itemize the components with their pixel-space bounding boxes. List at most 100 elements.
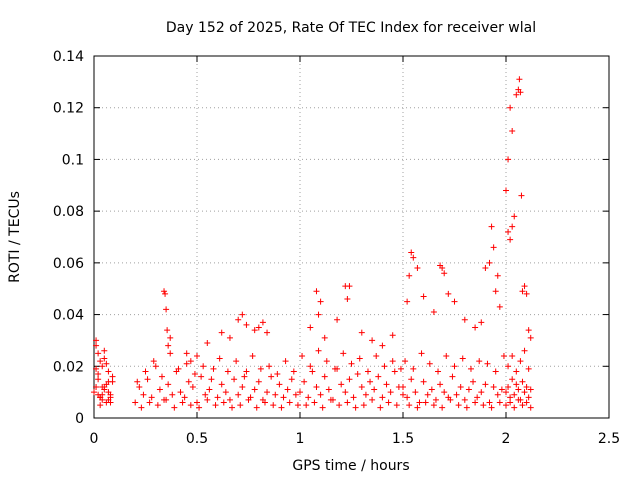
data-point xyxy=(138,404,145,411)
data-point xyxy=(191,371,198,378)
data-point xyxy=(169,391,176,398)
data-point xyxy=(515,386,522,393)
data-point xyxy=(148,394,155,401)
data-point xyxy=(461,316,468,323)
data-point xyxy=(332,365,339,372)
data-point xyxy=(474,394,481,401)
data-point xyxy=(430,402,437,409)
chart-title: Day 152 of 2025, Rate Of TEC Index for r… xyxy=(166,20,536,36)
data-point xyxy=(439,404,446,411)
data-point xyxy=(282,358,289,365)
data-point xyxy=(488,404,495,411)
data-point xyxy=(327,396,334,403)
data-point xyxy=(93,342,100,349)
data-point xyxy=(467,365,474,372)
data-point xyxy=(99,396,106,403)
y-tick-label: 0.06 xyxy=(53,256,84,272)
data-point xyxy=(156,386,163,393)
data-point xyxy=(404,298,411,305)
data-point xyxy=(185,378,192,385)
y-tick-label: 0.1 xyxy=(62,152,84,168)
data-point xyxy=(472,324,479,331)
data-point xyxy=(226,334,233,341)
data-point xyxy=(437,381,444,388)
data-point xyxy=(280,394,287,401)
data-point xyxy=(109,373,116,380)
data-point xyxy=(187,358,194,365)
data-point xyxy=(478,389,485,396)
data-point xyxy=(507,394,514,401)
data-point xyxy=(288,376,295,383)
data-point xyxy=(261,399,268,406)
data-point xyxy=(371,386,378,393)
data-point xyxy=(513,91,520,98)
data-point xyxy=(441,389,448,396)
data-point xyxy=(243,321,250,328)
data-point xyxy=(321,334,328,341)
data-point xyxy=(210,365,217,372)
data-point xyxy=(439,265,446,272)
data-point xyxy=(255,324,262,331)
data-point xyxy=(402,358,409,365)
data-point xyxy=(492,288,499,295)
data-point xyxy=(163,396,170,403)
data-point xyxy=(235,391,242,398)
data-point xyxy=(255,378,262,385)
data-point xyxy=(164,327,171,334)
data-point xyxy=(521,283,528,290)
data-point xyxy=(449,373,456,380)
data-point xyxy=(181,394,188,401)
data-point xyxy=(183,360,190,367)
y-tick-label: 0 xyxy=(75,411,84,427)
data-point xyxy=(525,394,532,401)
data-point xyxy=(518,192,525,199)
data-point xyxy=(358,329,365,336)
data-point xyxy=(400,383,406,390)
data-point xyxy=(346,376,353,383)
data-point xyxy=(294,402,301,409)
data-point xyxy=(105,389,112,396)
data-point xyxy=(397,365,404,372)
data-point xyxy=(95,350,102,357)
data-point xyxy=(509,223,516,230)
data-point xyxy=(220,399,227,406)
data-point xyxy=(369,396,376,403)
data-point xyxy=(385,399,392,406)
y-tick-label: 0.02 xyxy=(53,359,84,375)
data-point xyxy=(334,316,341,323)
data-point xyxy=(463,404,470,411)
data-point xyxy=(307,324,314,331)
data-point xyxy=(500,352,507,359)
data-point xyxy=(315,347,322,354)
data-point xyxy=(523,399,530,406)
y-tick-label: 0.08 xyxy=(53,204,84,220)
data-point xyxy=(509,352,516,359)
data-point xyxy=(414,265,421,272)
data-point xyxy=(488,223,495,230)
data-point xyxy=(525,365,532,372)
data-point xyxy=(243,368,250,375)
data-point xyxy=(196,404,203,411)
data-point xyxy=(404,394,411,401)
data-point xyxy=(447,396,454,403)
data-point xyxy=(321,373,328,380)
data-point xyxy=(134,378,141,385)
data-point xyxy=(348,360,355,367)
data-point xyxy=(167,334,174,341)
data-point xyxy=(352,404,359,411)
data-point xyxy=(441,270,448,277)
data-point xyxy=(393,402,400,409)
data-point xyxy=(241,373,248,380)
data-point xyxy=(428,386,435,393)
data-point xyxy=(266,363,273,370)
data-point xyxy=(509,376,516,383)
data-point xyxy=(412,389,419,396)
data-point xyxy=(364,368,371,375)
data-point xyxy=(516,76,523,83)
data-point xyxy=(519,378,526,385)
data-point xyxy=(165,342,172,349)
x-tick-label: 1.5 xyxy=(392,431,414,447)
data-point xyxy=(509,127,516,134)
data-point xyxy=(154,402,161,409)
data-point xyxy=(274,371,281,378)
